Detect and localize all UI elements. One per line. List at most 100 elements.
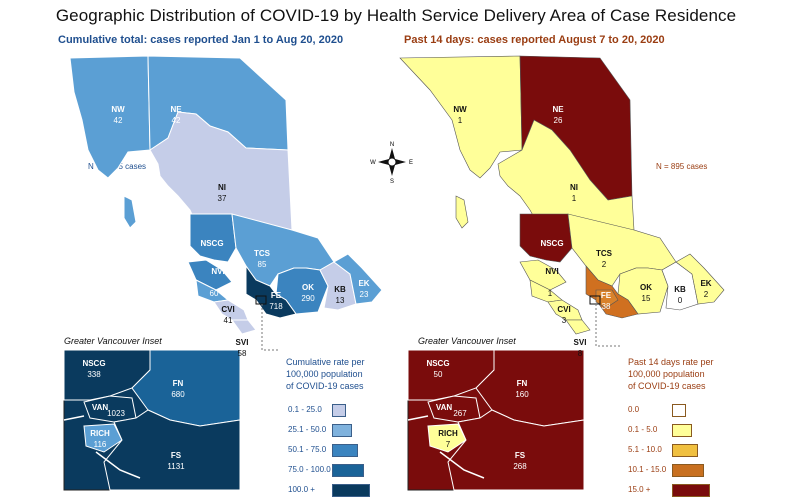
compass-n: N	[390, 142, 394, 148]
right-value-cvi: 3	[562, 316, 567, 325]
right-legend-swatch-1	[672, 424, 692, 437]
left-value-kb: 13	[336, 296, 345, 305]
right-inset-value-van: 267	[453, 409, 467, 418]
right-region-nvi[interactable]	[519, 259, 567, 291]
left-legend-label-3: 75.0 - 100.0	[288, 465, 331, 474]
left-region-labels: NW 42 NE 42 NI 37 NSCG TCS 85 NVI CVI 41 SVI 58 FE 718 O…	[111, 105, 369, 358]
compass-w: W	[370, 160, 376, 166]
right-inset-value-rich: 7	[446, 440, 451, 449]
left-legend-label-2: 50.1 - 75.0	[288, 445, 327, 454]
right-inset-waterway	[407, 415, 485, 479]
left-region-svi[interactable]	[231, 319, 257, 335]
right-label-nscg: NSCG	[540, 239, 563, 248]
left-region-nw[interactable]	[69, 55, 151, 179]
right-inset-label-fn: FN	[517, 379, 528, 388]
right-label-nw: NW	[453, 105, 467, 114]
right-label-fe: FE	[601, 291, 612, 300]
right-region-ek[interactable]	[675, 253, 725, 305]
left-legend-swatch-1	[332, 424, 352, 437]
right-value-svi: 8	[578, 349, 583, 358]
right-inset-value-fs: 268	[513, 462, 527, 471]
left-legend-swatch-0	[332, 404, 346, 417]
left-label-tcs: TCS	[254, 249, 271, 258]
left-inset-value-nscg: 338	[87, 370, 101, 379]
left-label-nvi: NVI	[211, 267, 224, 276]
right-legend-swatch-2	[672, 444, 698, 457]
left-haida-gwaii	[123, 195, 137, 229]
left-region-nscg[interactable]	[189, 213, 237, 263]
left-value-ok: 290	[301, 294, 315, 303]
right-label-ni: NI	[570, 183, 578, 192]
right-region-nscg[interactable]	[519, 213, 573, 263]
left-inset-rich[interactable]	[83, 423, 123, 453]
left-inset-value-rich: 116	[94, 440, 107, 449]
right-inset-rich[interactable]	[427, 423, 467, 453]
right-label-cvi: CVI	[557, 305, 570, 314]
right-inset-label-nscg: NSCG	[426, 359, 449, 368]
right-label-kb: KB	[674, 285, 686, 294]
left-region-nvi[interactable]	[187, 259, 233, 291]
right-leader-line	[595, 304, 622, 347]
left-legend-title-line-2: 100,000 population	[286, 369, 363, 379]
left-inset-title: Greater Vancouver Inset	[64, 336, 162, 346]
right-n-cases: N = 895 cases	[656, 162, 708, 171]
right-inset-label-fs: FS	[515, 451, 526, 460]
left-inset-label-fn: FN	[173, 379, 184, 388]
left-label-nscg: NSCG	[200, 239, 223, 248]
left-label-ni: NI	[218, 183, 226, 192]
right-legend-label-4: 15.0 +	[628, 485, 651, 494]
right-value-kb: 0	[678, 296, 683, 305]
right-value-tcs: 2	[602, 260, 607, 269]
left-legend-label-4: 100.0 +	[288, 485, 315, 494]
right-value-fe: 38	[602, 302, 611, 311]
left-map-subtitle: Cumulative total: cases reported Jan 1 t…	[58, 34, 344, 46]
left-region-ek[interactable]	[333, 253, 383, 305]
left-province-map	[69, 55, 383, 351]
left-legend-title-line-1: Cumulative rate per	[286, 357, 365, 367]
right-value-vi_north_val: 1	[548, 289, 553, 298]
map-title: Geographic Distribution of COVID-19 by H…	[55, 6, 737, 25]
left-value-fe: 718	[269, 302, 283, 311]
left-legend-swatch-4	[332, 484, 370, 497]
left-legend-swatch-3	[332, 464, 364, 477]
right-legend-swatch-4	[672, 484, 710, 497]
left-inset-waterway	[63, 415, 141, 479]
right-value-nw: 1	[458, 116, 463, 125]
left-value-tcs: 85	[258, 260, 267, 269]
right-inset-fs[interactable]	[447, 409, 585, 491]
left-inset-label-van: VAN	[92, 403, 109, 412]
right-legend-label-1: 0.1 - 5.0	[628, 425, 658, 434]
right-region-svi[interactable]	[565, 319, 591, 335]
right-inset-indicator	[589, 295, 601, 305]
right-legend-label-3: 10.1 - 15.0	[628, 465, 667, 474]
right-legend-title-line-1: Past 14 days rate per	[628, 357, 714, 367]
right-inset-label-rich: RICH	[438, 429, 458, 438]
right-inset-map	[407, 349, 585, 491]
left-legend-swatch-2	[332, 444, 358, 457]
left-inset-fs[interactable]	[103, 409, 241, 491]
right-region-labels: NW 1 NE 26 NI 1 NSCG TCS 2 NVI CVI 3 SVI 8 FE 38 OK 15 KB 0…	[453, 105, 711, 358]
left-label-kb: KB	[334, 285, 346, 294]
left-label-ne: NE	[170, 105, 182, 114]
left-value-ek: 23	[360, 290, 369, 299]
left-leader-line	[261, 304, 278, 351]
left-legend-label-1: 25.1 - 50.0	[288, 425, 327, 434]
left-inset-label-nscg: NSCG	[82, 359, 105, 368]
left-inset-value-van: 1023	[107, 409, 125, 418]
right-inset-value-fn: 160	[515, 390, 529, 399]
right-value-ne: 26	[554, 116, 563, 125]
right-region-fe-core[interactable]	[595, 289, 619, 309]
right-map-subtitle: Past 14 days: cases reported August 7 to…	[404, 34, 665, 46]
right-haida-gwaii	[455, 195, 469, 229]
right-label-nvi: NVI	[545, 267, 558, 276]
left-label-ok: OK	[302, 283, 314, 292]
left-inset-map	[63, 349, 241, 491]
right-label-svi: SVI	[574, 338, 587, 347]
right-legend-swatch-0	[672, 404, 686, 417]
left-region-fe[interactable]	[245, 264, 297, 319]
left-inset-indicator	[255, 295, 267, 305]
right-inset-value-nscg: 50	[434, 370, 443, 379]
right-legend-label-2: 5.1 - 10.0	[628, 445, 662, 454]
right-legend-title-line-3: of COVID-19 cases	[628, 381, 706, 391]
